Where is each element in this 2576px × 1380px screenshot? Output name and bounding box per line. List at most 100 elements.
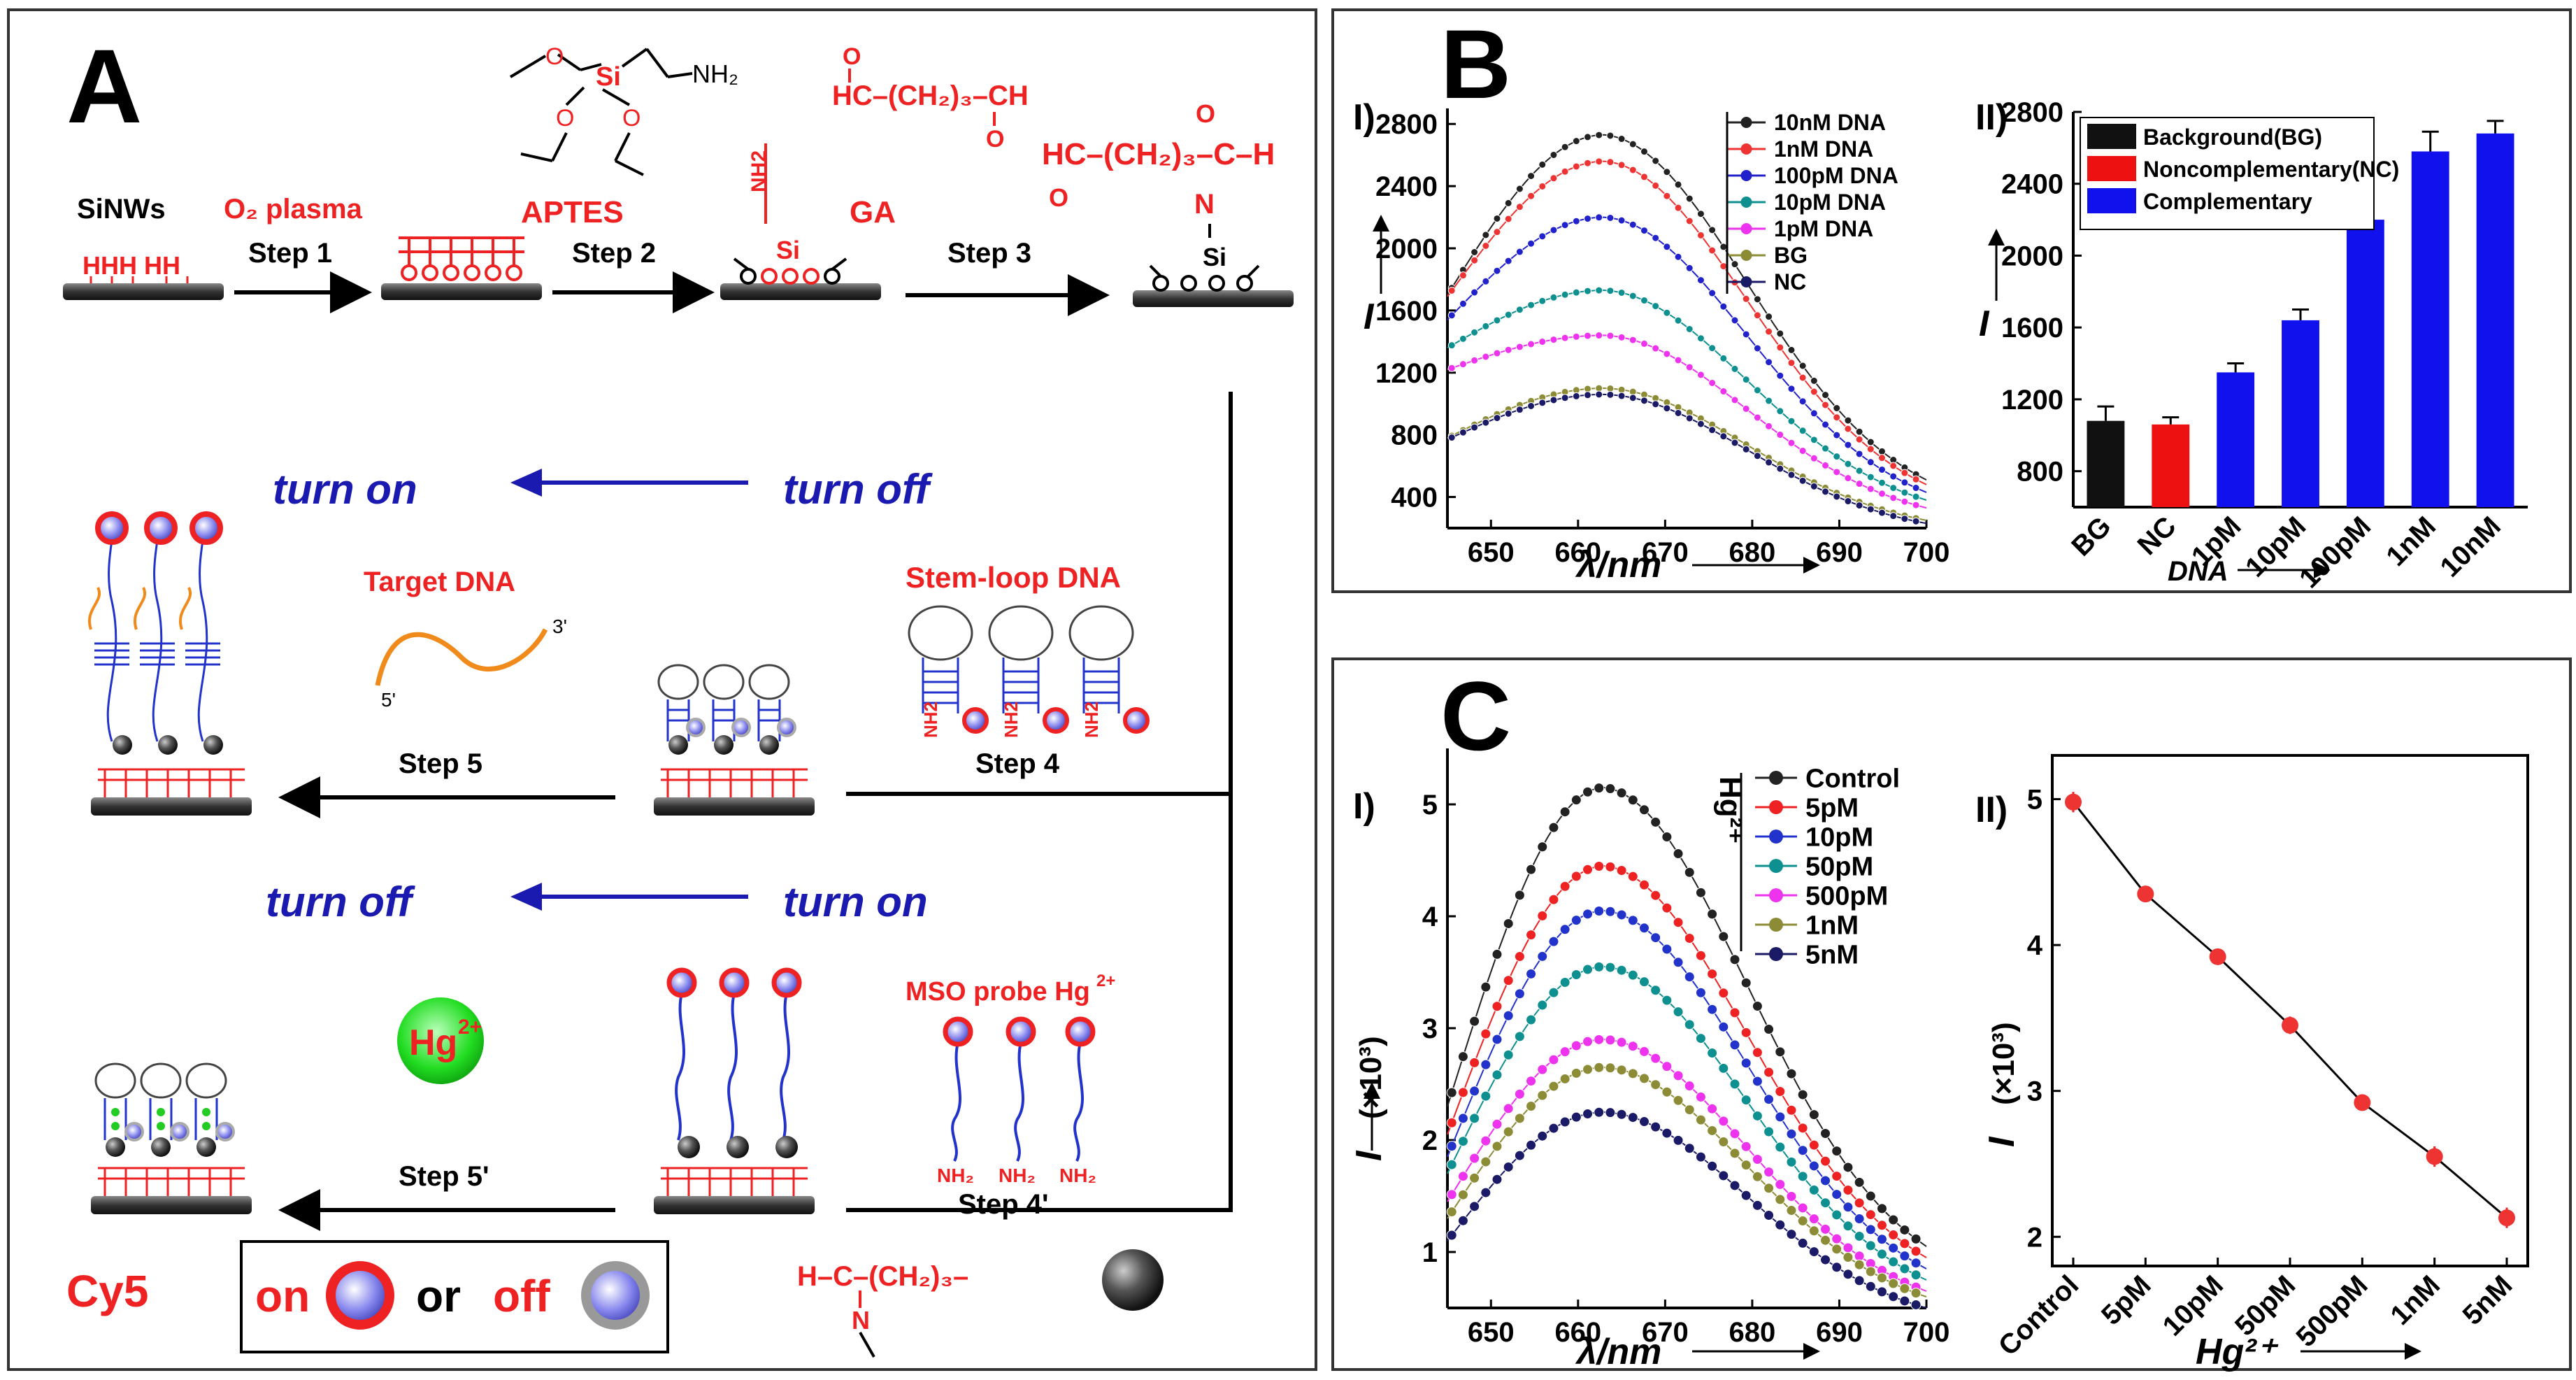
data-point — [1842, 1269, 1854, 1280]
data-point — [1740, 1095, 1752, 1106]
mso-probes: NH₂ NH₂ NH₂ — [937, 1016, 1096, 1186]
legend-marker — [1740, 117, 1752, 128]
data-point — [1537, 951, 1548, 962]
data-point — [1866, 505, 1875, 513]
data-point — [1457, 1087, 1468, 1098]
data-point — [1685, 217, 1694, 225]
data-point — [1652, 157, 1660, 165]
data-point — [1763, 1209, 1775, 1221]
data-point — [1559, 924, 1570, 935]
data-point — [1582, 1109, 1594, 1120]
data-point — [1831, 1189, 1842, 1200]
data-point — [2065, 793, 2082, 811]
data-point — [1537, 1090, 1548, 1101]
data-point — [1775, 1111, 1786, 1123]
data-point — [1503, 1126, 1514, 1137]
data-point — [1798, 374, 1807, 382]
turn-off-1: turn off — [783, 466, 933, 513]
data-point — [1595, 332, 1603, 340]
data-point — [1797, 1123, 1808, 1134]
data-point — [1482, 241, 1490, 250]
svg-text:O: O — [556, 105, 574, 131]
data-point — [1595, 286, 1603, 294]
hybridized-probes — [88, 511, 252, 816]
svg-text:Si: Si — [776, 236, 800, 264]
target-dna-strand — [375, 628, 548, 686]
data-point — [1855, 427, 1863, 436]
data-point — [1718, 1136, 1729, 1147]
data-point — [1831, 1146, 1842, 1157]
data-point — [1594, 1107, 1605, 1118]
data-point — [1787, 385, 1796, 393]
data-point — [1674, 356, 1682, 364]
data-point — [1561, 221, 1569, 229]
data-point — [1831, 1171, 1842, 1182]
oh-groups — [399, 236, 524, 281]
data-point — [1447, 364, 1456, 372]
o2-plasma-label: O₂ plasma — [224, 194, 363, 225]
data-point — [1582, 1064, 1594, 1075]
data-point — [1731, 316, 1739, 325]
y-tick-label: 1200 — [2001, 385, 2063, 415]
data-point — [1765, 397, 1773, 405]
data-point — [1798, 427, 1807, 435]
target-dna-label: Target DNA — [364, 567, 515, 597]
data-point — [1627, 1068, 1638, 1079]
data-point — [1550, 293, 1558, 301]
data-point — [1491, 1034, 1503, 1045]
svg-text:NH2: NH2 — [920, 702, 941, 738]
ga-label: GA — [850, 195, 896, 229]
aptes-nh2: NH₂ — [692, 59, 738, 88]
data-point — [1550, 336, 1558, 344]
data-point — [1753, 295, 1761, 304]
data-point — [1582, 909, 1594, 920]
data-point — [1822, 420, 1830, 429]
data-point — [1729, 1007, 1740, 1018]
data-point — [1718, 988, 1729, 999]
data-point — [1650, 985, 1661, 996]
data-point — [1742, 376, 1750, 384]
step5-label: Step 5 — [399, 748, 482, 779]
data-point — [1866, 458, 1875, 467]
legend-marker — [1740, 143, 1752, 155]
data-point — [1617, 392, 1626, 400]
data-point — [1629, 166, 1637, 174]
data-point — [1685, 414, 1694, 422]
data-point — [1459, 334, 1467, 343]
b1-xlabel: λ/nm — [1575, 545, 1661, 585]
data-point — [1548, 894, 1559, 905]
data-point — [1707, 1160, 1718, 1172]
data-point — [1855, 435, 1863, 443]
ga-formula-2: HC–(CH₂)₃–C–H — [1042, 137, 1275, 171]
legend-label: 5nM — [1805, 940, 1859, 969]
data-point — [1808, 1160, 1819, 1172]
data-point — [1719, 387, 1728, 396]
data-point — [1447, 286, 1456, 294]
data-point — [1661, 1061, 1673, 1072]
data-point — [1787, 359, 1796, 367]
data-point — [1457, 1215, 1468, 1226]
data-point — [1526, 1076, 1537, 1087]
data-point — [1866, 473, 1875, 481]
data-point — [1876, 1234, 1887, 1245]
cy5-off: off — [493, 1271, 550, 1321]
data-point — [1695, 887, 1706, 898]
y-tick-label: 800 — [1391, 420, 1438, 451]
x-tick-label: 680 — [1729, 537, 1776, 568]
data-point — [1447, 341, 1456, 350]
data-point — [1707, 1103, 1718, 1114]
data-point — [1684, 933, 1695, 944]
data-point — [1786, 1128, 1797, 1139]
data-point — [1673, 1070, 1684, 1081]
data-point — [1606, 287, 1615, 295]
data-point — [1526, 1100, 1537, 1111]
data-point — [1719, 243, 1728, 251]
data-point — [1787, 471, 1796, 479]
data-point — [1842, 1202, 1854, 1213]
data-point — [1854, 1197, 1865, 1209]
data-point — [1876, 1220, 1887, 1231]
data-point — [1808, 1225, 1819, 1237]
data-point — [1695, 1151, 1706, 1162]
data-point — [1471, 256, 1479, 264]
data-point — [1447, 434, 1456, 442]
